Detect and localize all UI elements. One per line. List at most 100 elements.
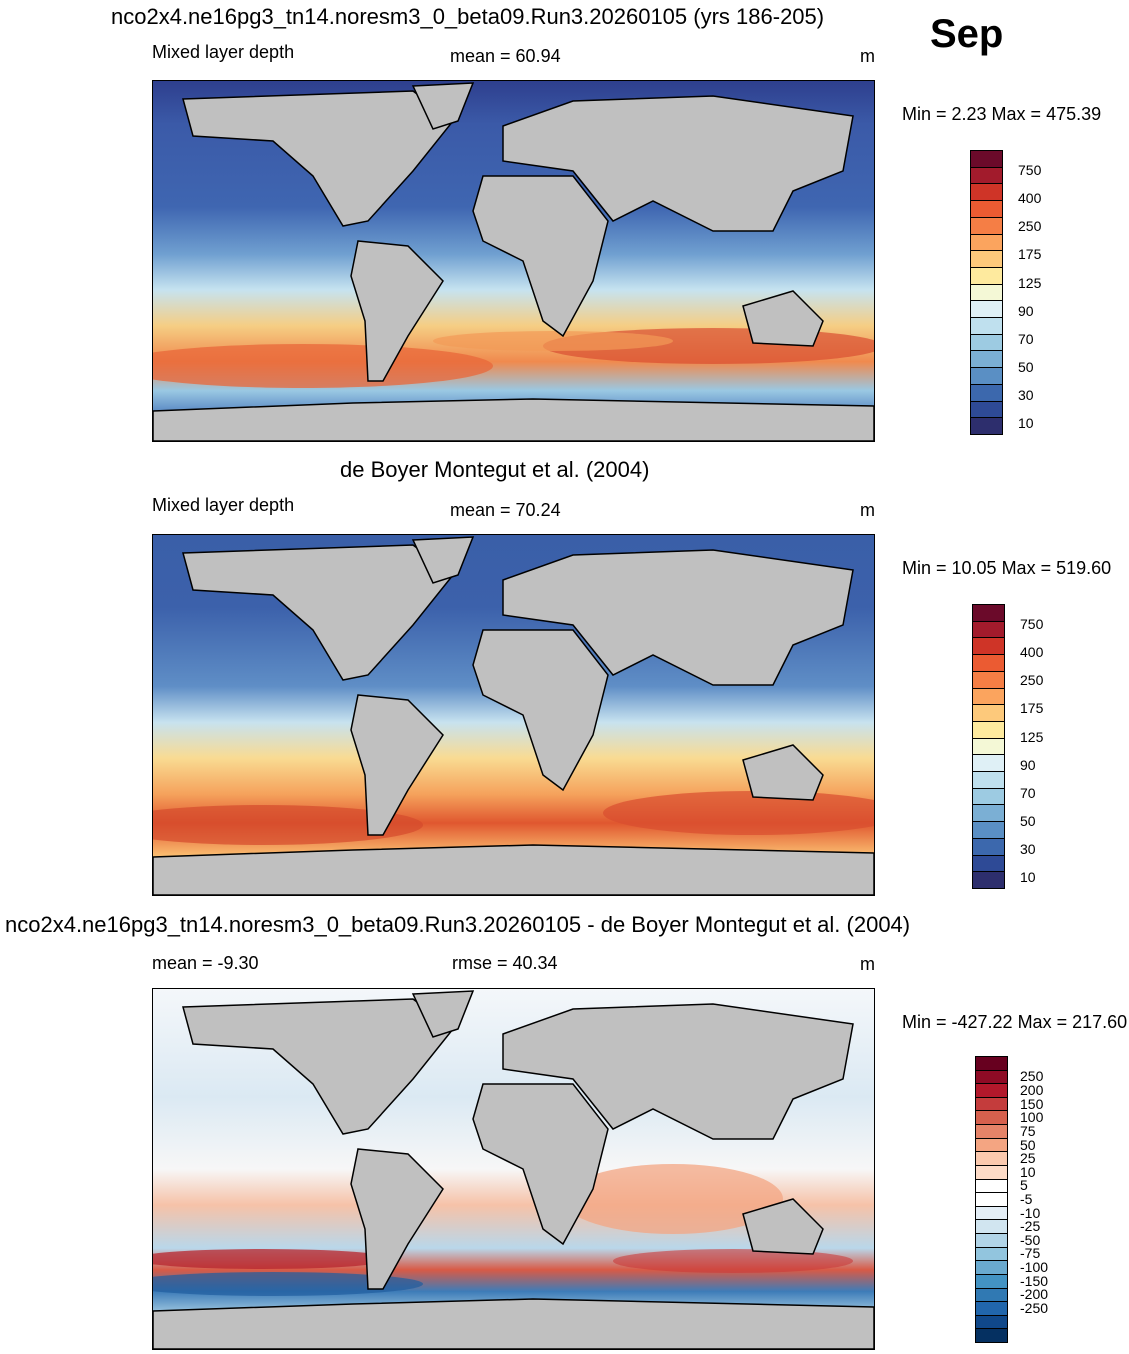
- colorbar-tick-label: 90: [1020, 756, 1036, 773]
- panel-obs-map: [152, 534, 875, 896]
- panel-model-units: m: [860, 46, 875, 66]
- colorbar-swatch: [970, 383, 1003, 402]
- colorbar-tick-label: 150: [1020, 1095, 1044, 1112]
- colorbar-swatch: [970, 250, 1003, 268]
- colorbar-swatch: [972, 620, 1005, 639]
- colorbar-swatch: [970, 216, 1003, 235]
- colorbar-tick-label: 250: [1020, 1068, 1044, 1085]
- panel-obs-title: de Boyer Montegut et al. (2004): [340, 457, 650, 482]
- colorbar-swatch: [975, 1110, 1008, 1126]
- colorbar-swatch: [970, 200, 1003, 218]
- colorbar-swatch: [975, 1314, 1008, 1330]
- colorbar-swatch: [970, 300, 1003, 319]
- colorbar-tick-label: -75: [1020, 1245, 1041, 1262]
- colorbar-tick-label: -100: [1020, 1259, 1049, 1276]
- panel-model-minmax: Min = 2.23 Max = 475.39: [902, 104, 1102, 124]
- panel-diff-rmse: rmse = 40.34: [452, 953, 558, 973]
- colorbar-swatch: [975, 1260, 1008, 1275]
- colorbar-swatch: [972, 821, 1005, 839]
- colorbar-tick-label: -150: [1020, 1272, 1049, 1289]
- colorbar-swatch: [970, 166, 1003, 185]
- panel-obs-colorbar: 750 400 250 175 125 90 70 50 30 10: [972, 604, 1052, 889]
- colorbar-tick-label: -250: [1020, 1299, 1049, 1316]
- colorbar-swatch: [970, 417, 1003, 435]
- colorbar-tick-label: 125: [1020, 728, 1044, 745]
- colorbar-swatch: [972, 871, 1005, 889]
- panel-diff-mean: mean = -9.30: [152, 953, 259, 973]
- colorbar-swatch: [975, 1096, 1008, 1112]
- month-label: Sep: [930, 12, 1004, 56]
- colorbar-swatch: [975, 1069, 1008, 1085]
- colorbar-swatch: [972, 854, 1005, 873]
- colorbar-swatch: [970, 233, 1003, 252]
- panel-obs-units: m: [860, 500, 875, 520]
- panel-model-colorbar: 750 400 250 175 125 90 70 50 30 10: [970, 150, 1050, 435]
- colorbar-swatch: [972, 654, 1005, 672]
- colorbar-tick-label: -5: [1020, 1191, 1033, 1207]
- colorbar-swatch: [975, 1246, 1008, 1262]
- colorbar-swatch: [970, 283, 1003, 302]
- colorbar-swatch: [972, 754, 1005, 773]
- colorbar-swatch: [975, 1124, 1008, 1139]
- panel-diff-colorbar: 250 200 150 100 75 50 25 10 5 -5 -10 -25 -50 -75 -100-…: [975, 1056, 1055, 1343]
- colorbar-tick-label: 750: [1018, 162, 1042, 179]
- colorbar-swatch: [972, 787, 1005, 806]
- panel-obs-variable-label: Mixed layer depth: [152, 495, 295, 515]
- colorbar-tick-label: 30: [1018, 387, 1034, 404]
- colorbar-swatch: [970, 317, 1003, 335]
- colorbar-tick-label: 175: [1018, 246, 1042, 263]
- colorbar-tick-label: 250: [1020, 672, 1044, 689]
- colorbar-swatch: [975, 1192, 1008, 1207]
- colorbar-tick-label: 90: [1018, 302, 1034, 319]
- colorbar-tick-label: 10: [1020, 869, 1036, 886]
- colorbar-swatch: [970, 350, 1003, 369]
- colorbar-swatch: [975, 1056, 1008, 1071]
- colorbar-tick-label: 175: [1020, 700, 1044, 717]
- colorbar-tick-label: 70: [1018, 330, 1034, 347]
- panel-diff-map: [152, 988, 875, 1350]
- colorbar-swatch: [972, 804, 1005, 823]
- colorbar-swatch: [972, 837, 1005, 856]
- colorbar-tick-label: 125: [1018, 274, 1042, 291]
- colorbar-tick-label: 10: [1018, 415, 1034, 432]
- panel-model-variable-label: Mixed layer depth: [152, 42, 295, 62]
- colorbar-swatch: [975, 1301, 1008, 1316]
- colorbar-tick-label: -200: [1020, 1286, 1049, 1303]
- colorbar-swatch: [975, 1233, 1008, 1248]
- colorbar-tick-label: -50: [1020, 1231, 1041, 1248]
- colorbar-swatch: [975, 1083, 1008, 1098]
- colorbar-tick-label: 10: [1020, 1163, 1036, 1180]
- colorbar-swatch: [970, 367, 1003, 385]
- colorbar-tick-label: 200: [1020, 1082, 1044, 1099]
- colorbar-tick-label: 25: [1020, 1150, 1036, 1167]
- colorbar-swatch: [970, 183, 1003, 202]
- colorbar-tick-label: 400: [1018, 190, 1042, 207]
- colorbar-swatch: [975, 1328, 1008, 1343]
- colorbar-tick-label: 50: [1018, 358, 1034, 375]
- colorbar-swatch: [970, 400, 1003, 419]
- colorbar-tick-label: 400: [1020, 644, 1044, 661]
- colorbar-swatch: [970, 333, 1003, 352]
- colorbar-swatch: [975, 1151, 1008, 1166]
- colorbar-tick-label: 50: [1020, 1136, 1036, 1153]
- panel-model-map: [152, 80, 875, 442]
- colorbar-tick-label: 75: [1020, 1122, 1036, 1139]
- colorbar-tick-label: 5: [1020, 1177, 1028, 1194]
- panel-obs-minmax: Min = 10.05 Max = 519.60: [902, 558, 1112, 578]
- colorbar-swatch: [972, 704, 1005, 722]
- colorbar-swatch: [970, 266, 1003, 285]
- panel-diff-units: m: [860, 954, 875, 974]
- colorbar-tick-label: 30: [1020, 841, 1036, 858]
- colorbar-swatch: [970, 150, 1003, 168]
- colorbar-tick-label: 70: [1020, 784, 1036, 801]
- colorbar-swatch: [972, 771, 1005, 789]
- panel-diff-title: nco2x4.ne16pg3_tn14.noresm3_0_beta09.Run…: [5, 912, 911, 937]
- colorbar-tick-label: 100: [1020, 1109, 1044, 1126]
- colorbar-swatch: [972, 737, 1005, 756]
- colorbar-swatch: [975, 1219, 1008, 1235]
- colorbar-swatch: [975, 1287, 1008, 1303]
- panel-model-mean: mean = 60.94: [450, 46, 561, 66]
- colorbar-swatch: [975, 1164, 1008, 1180]
- colorbar-swatch: [972, 670, 1005, 689]
- colorbar-swatch: [972, 604, 1005, 622]
